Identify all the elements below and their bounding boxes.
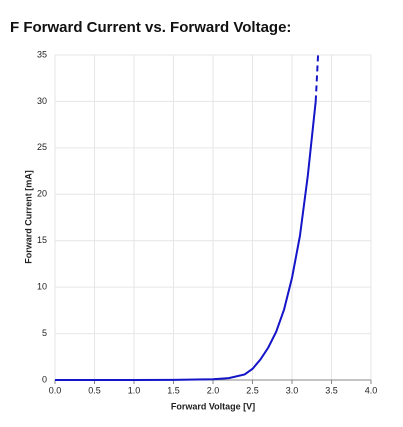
x-tick-label: 4.0 bbox=[365, 385, 378, 395]
x-tick-label: 2.0 bbox=[207, 385, 220, 395]
line-series bbox=[55, 101, 317, 381]
x-tick-label: 1.0 bbox=[128, 385, 141, 395]
chart-title: F Forward Current vs. Forward Voltage: bbox=[10, 19, 291, 36]
y-tick-label: 30 bbox=[37, 96, 47, 106]
y-tick-label: 15 bbox=[37, 235, 47, 245]
x-tick-label: 2.5 bbox=[246, 385, 259, 395]
y-tick-label: 5 bbox=[42, 328, 47, 338]
x-axis-label: Forward Voltage [V] bbox=[171, 401, 255, 411]
line-series bbox=[314, 54, 320, 102]
y-axis-label: Forward Current [mA] bbox=[23, 170, 33, 264]
y-tick-label: 10 bbox=[37, 282, 47, 292]
x-tick-label: 1.5 bbox=[167, 385, 180, 395]
x-tick-label: 3.0 bbox=[286, 385, 299, 395]
x-tick-label: 3.5 bbox=[325, 385, 338, 395]
y-tick-label: 25 bbox=[37, 142, 47, 152]
x-tick-label: 0.5 bbox=[88, 385, 101, 395]
y-tick-label: 20 bbox=[37, 189, 47, 199]
y-tick-label: 0 bbox=[42, 374, 47, 384]
y-tick-label: 35 bbox=[37, 49, 47, 59]
x-tick-label: 0.0 bbox=[49, 385, 62, 395]
